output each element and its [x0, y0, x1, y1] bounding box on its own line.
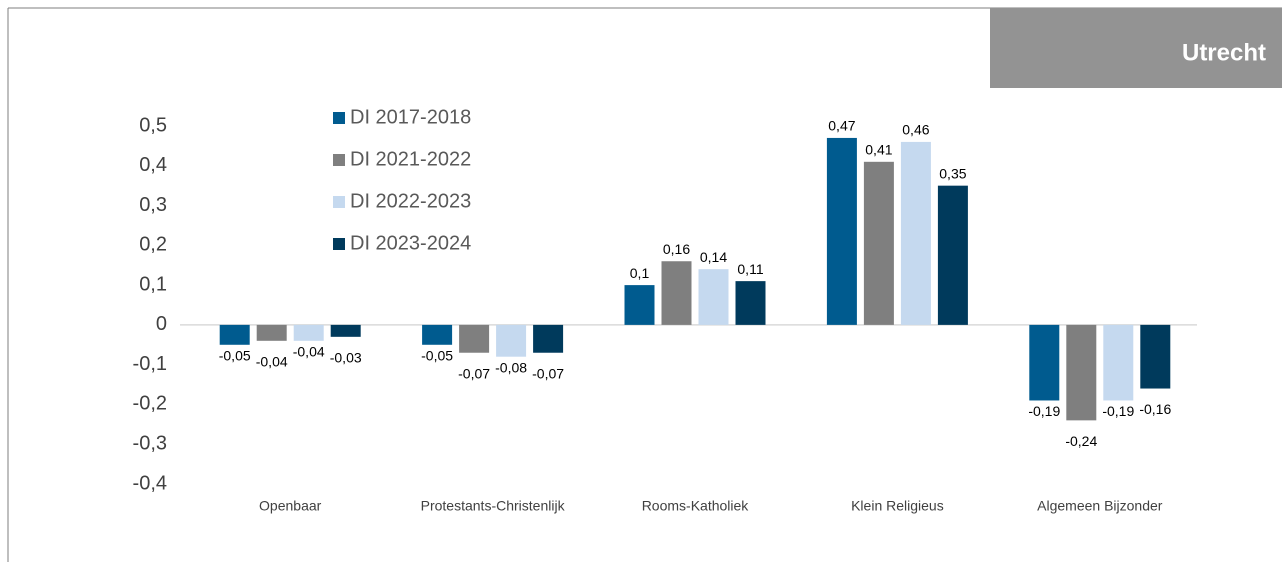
legend-swatch [333, 196, 345, 208]
legend-label: DI 2021-2022 [350, 148, 471, 170]
data-label: -0,03 [330, 350, 362, 366]
data-label: 0,14 [700, 249, 727, 265]
data-label: 0,1 [630, 265, 650, 281]
legend-swatch [333, 154, 345, 166]
x-tick-label: Klein Religieus [851, 498, 944, 514]
x-tick-label: Openbaar [259, 498, 322, 514]
data-label: -0,07 [532, 365, 564, 381]
data-label: -0,24 [1065, 433, 1097, 449]
bar [1066, 324, 1097, 421]
data-label: 0,41 [865, 142, 892, 158]
y-tick-label: 0,1 [139, 273, 167, 295]
y-tick-label: -0,1 [133, 353, 167, 375]
bar [661, 261, 692, 325]
y-tick-label: -0,3 [133, 433, 167, 455]
y-tick-label: -0,4 [133, 472, 167, 494]
bar [826, 137, 857, 325]
data-label: -0,05 [219, 347, 251, 363]
bar [330, 324, 361, 337]
bar [533, 324, 564, 353]
legend-swatch [333, 238, 345, 250]
bar [422, 324, 453, 345]
x-tick-label: Algemeen Bijzonder [1037, 498, 1163, 514]
data-label: 0,46 [902, 122, 929, 138]
data-label: 0,47 [828, 118, 855, 134]
data-label: 0,35 [939, 165, 966, 181]
data-label: -0,19 [1028, 403, 1060, 419]
bar [937, 185, 968, 325]
bar [624, 285, 655, 325]
bar [1103, 324, 1134, 401]
bar [1140, 324, 1171, 389]
y-tick-label: 0,2 [139, 234, 167, 256]
bar [256, 324, 287, 341]
bar [293, 324, 324, 341]
bar [735, 281, 766, 325]
legend-label: DI 2017-2018 [350, 106, 471, 128]
badge: Utrecht [1182, 39, 1266, 66]
data-label: -0,19 [1102, 403, 1134, 419]
x-tick-label: Rooms-Katholiek [642, 498, 750, 514]
x-tick-label: Protestants-Christenlijk [421, 498, 566, 514]
bar [459, 324, 490, 353]
badge-box [990, 8, 1282, 88]
data-label: 0,11 [737, 261, 763, 277]
bar [219, 324, 250, 345]
legend-label: DI 2023-2024 [350, 232, 471, 254]
legend-swatch [333, 112, 345, 124]
y-tick-label: 0,3 [139, 194, 167, 216]
data-label: -0,16 [1139, 401, 1171, 417]
data-label: -0,08 [495, 359, 527, 375]
data-label: 0,16 [663, 241, 690, 257]
bar [863, 161, 894, 325]
y-tick-label: 0,4 [139, 154, 167, 176]
data-label: -0,07 [458, 365, 490, 381]
data-label: -0,04 [256, 354, 288, 370]
bar [698, 269, 729, 325]
bar [900, 141, 931, 325]
y-tick-label: 0,5 [139, 114, 167, 136]
bar [496, 324, 527, 357]
data-label: -0,05 [421, 347, 453, 363]
bar [1029, 324, 1060, 401]
data-label: -0,04 [293, 344, 325, 360]
y-tick-label: 0 [156, 313, 167, 335]
y-tick-label: -0,2 [133, 393, 167, 415]
legend-label: DI 2022-2023 [350, 190, 471, 212]
